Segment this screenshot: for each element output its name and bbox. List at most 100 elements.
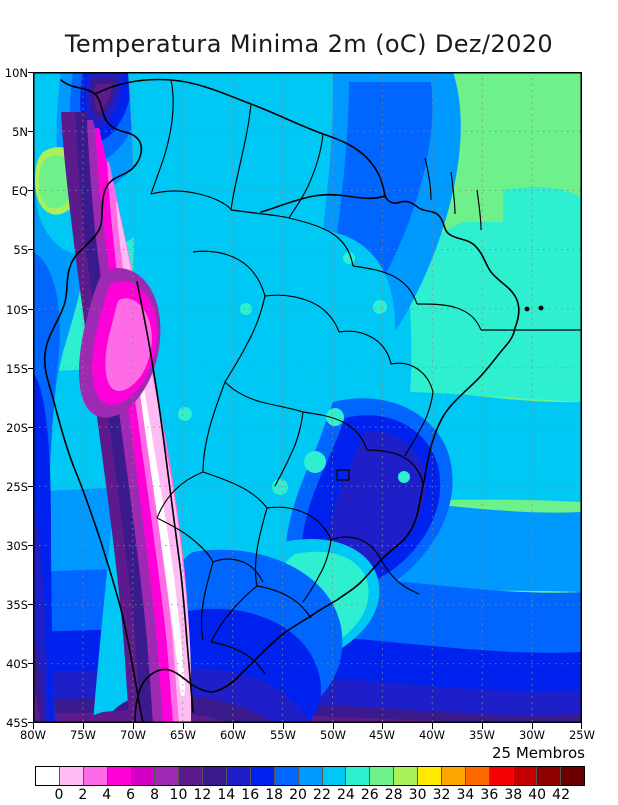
x-tick xyxy=(283,723,285,729)
colorbar-tick-label: 8 xyxy=(150,787,160,803)
colorbar-tick-label: 14 xyxy=(217,787,236,803)
y-tick xyxy=(28,368,34,370)
colorbar-tick-label: 22 xyxy=(313,787,331,803)
colorbar-swatch xyxy=(465,767,490,785)
colorbar-swatch xyxy=(274,767,299,785)
colorbar-swatch xyxy=(489,767,514,785)
x-tick-label: 70W xyxy=(119,728,146,742)
colorbar-swatch xyxy=(36,767,60,785)
y-tick-label: 10S xyxy=(6,303,28,317)
colorbar-swatch xyxy=(59,767,84,785)
x-tick-label: 60W xyxy=(219,728,246,742)
x-tick-label: 50W xyxy=(319,728,346,742)
y-tick xyxy=(28,545,34,547)
colorbar-swatch xyxy=(322,767,347,785)
x-tick-label: 75W xyxy=(69,728,96,742)
island-dots xyxy=(524,305,544,312)
y-tick xyxy=(28,72,34,74)
colorbar-swatch xyxy=(441,767,466,785)
colorbar-tick-label: 40 xyxy=(528,787,547,803)
y-tick-label: 45S xyxy=(6,716,28,730)
x-tick-label: 55W xyxy=(269,728,296,742)
colorbar-tick-label: 34 xyxy=(456,787,475,803)
y-tick-label: 30S xyxy=(6,539,28,553)
y-tick xyxy=(28,722,34,724)
x-tick xyxy=(133,723,135,729)
x-tick-label: 25W xyxy=(568,728,595,742)
colorbar: 0 2 4 6 8 10 12 14 16 18 20 22 24 26 28 30 32 34 36 38 40 42 xyxy=(35,766,585,803)
colorbar-swatch xyxy=(394,767,418,785)
y-tick xyxy=(28,309,34,311)
x-tick-label: 40W xyxy=(418,728,445,742)
y-tick xyxy=(28,486,34,488)
colorbar-tick-label: 24 xyxy=(336,787,355,803)
colorbar-swatch xyxy=(370,767,395,785)
y-tick xyxy=(28,249,34,251)
colorbar-swatch xyxy=(513,767,538,785)
border-layer xyxy=(150,79,582,675)
colorbar-tick-label: 2 xyxy=(78,787,88,803)
colorbar-swatch xyxy=(107,767,132,785)
colorbar-tick-label: 42 xyxy=(552,787,570,803)
colorbar-swatch xyxy=(203,767,227,785)
colorbar-tick-label: 38 xyxy=(504,787,523,803)
colorbar-swatch xyxy=(83,767,108,785)
y-tick xyxy=(28,131,34,133)
colorbar-tick-label: 12 xyxy=(193,787,212,803)
y-tick-label: 25S xyxy=(6,480,28,494)
colorbar-tick-label: 32 xyxy=(432,787,451,803)
chart-title: Temperatura Minima 2m (oC) Dez/2020 xyxy=(64,30,554,58)
colorbar-swatch xyxy=(537,767,562,785)
colorbar-tick-label: 10 xyxy=(169,787,188,803)
colorbar-swatch xyxy=(250,767,275,785)
y-tick-label: 15S xyxy=(6,362,28,376)
colorbar-swatch xyxy=(561,767,585,785)
colorbar-swatch xyxy=(155,767,180,785)
colorbar-tick-label: 26 xyxy=(360,787,379,803)
y-tick-label: 40S xyxy=(6,657,28,671)
x-tick xyxy=(183,723,185,729)
y-tick xyxy=(28,663,34,665)
x-tick xyxy=(482,723,484,729)
colorbar-tick-labels: 0 2 4 6 8 10 12 14 16 18 20 22 24 26 28 30 32 34 36 38 40 42 xyxy=(35,787,585,805)
y-tick xyxy=(28,427,34,429)
y-tick-label: 5N xyxy=(12,125,28,139)
x-tick xyxy=(581,723,583,729)
colorbar-tick-label: 16 xyxy=(241,787,260,803)
colorbar-tick-label: 30 xyxy=(408,787,427,803)
y-tick xyxy=(28,604,34,606)
colorbar-tick-label: 6 xyxy=(126,787,136,803)
y-tick-label: EQ xyxy=(11,184,28,198)
colorbar-tick-label: 0 xyxy=(54,787,64,803)
temperature-map xyxy=(33,72,582,723)
colorbar-tick-label: 20 xyxy=(289,787,307,803)
y-tick-label: 20S xyxy=(6,421,28,435)
colorbar-swatch xyxy=(298,767,323,785)
x-tick xyxy=(33,723,35,729)
colorbar-swatch xyxy=(227,767,251,785)
y-tick xyxy=(28,190,34,192)
x-tick-label: 65W xyxy=(169,728,196,742)
x-tick-label: 80W xyxy=(19,728,46,742)
colorbar-swatches xyxy=(35,766,585,786)
x-tick-label: 45W xyxy=(368,728,395,742)
colorbar-tick-label: 18 xyxy=(265,787,284,803)
colorbar-tick-label: 36 xyxy=(480,787,499,803)
x-tick-label: 30W xyxy=(518,728,545,742)
colorbar-tick-label: 4 xyxy=(102,787,112,803)
x-tick xyxy=(382,723,384,729)
colorbar-swatch xyxy=(346,767,371,785)
x-tick xyxy=(83,723,85,729)
colorbar-swatch xyxy=(418,767,442,785)
x-tick-label: 35W xyxy=(468,728,495,742)
ensemble-members-label: 25 Membros xyxy=(492,744,585,762)
colorbar-swatch xyxy=(179,767,204,785)
x-tick xyxy=(532,723,534,729)
coastline-layer xyxy=(43,78,520,723)
x-tick xyxy=(432,723,434,729)
x-tick xyxy=(333,723,335,729)
colorbar-tick-label: 28 xyxy=(384,787,403,803)
y-tick-label: 5S xyxy=(13,243,28,257)
y-tick-label: 35S xyxy=(6,598,28,612)
